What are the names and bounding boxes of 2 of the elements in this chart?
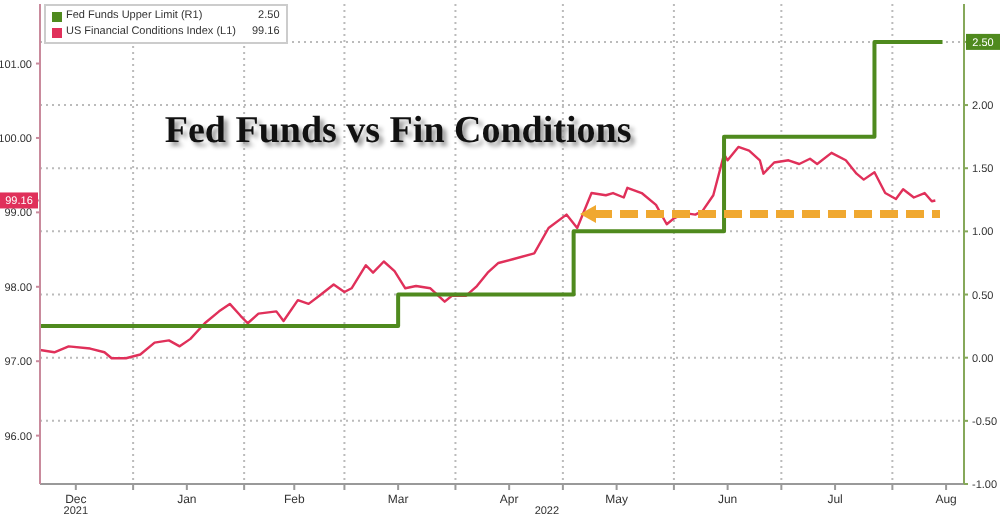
line-series bbox=[40, 145, 937, 360]
text: Fed Funds vs Fin Conditions bbox=[164, 109, 632, 154]
